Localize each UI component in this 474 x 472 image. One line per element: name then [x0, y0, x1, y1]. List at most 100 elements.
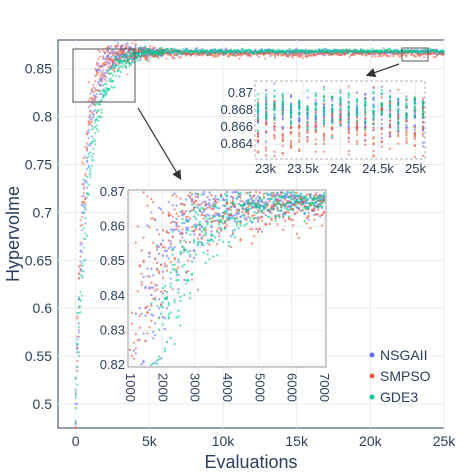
- inset-data-point: [148, 275, 151, 278]
- inset-data-point: [134, 332, 138, 336]
- data-point: [403, 50, 406, 53]
- inset-data-point: [287, 215, 291, 218]
- inset-data-point: [355, 106, 359, 110]
- inset-data-point: [140, 280, 143, 284]
- data-point: [414, 55, 418, 58]
- data-point: [74, 402, 77, 405]
- inset-data-point: [177, 288, 180, 291]
- inset-data-point: [256, 201, 260, 205]
- data-point: [123, 51, 126, 54]
- inset-data-point: [155, 304, 159, 308]
- inset-data-point: [155, 246, 159, 249]
- inset-data-point: [322, 88, 326, 91]
- data-point: [84, 145, 87, 148]
- inset-data-point: [163, 262, 167, 266]
- data-point: [90, 98, 93, 102]
- data-point: [74, 420, 77, 423]
- inset-data-point: [314, 124, 317, 127]
- data-point: [106, 54, 110, 57]
- inset-data-point: [347, 124, 350, 128]
- data-point: [181, 48, 184, 51]
- inset-data-point: [144, 339, 147, 343]
- data-point: [262, 53, 265, 56]
- data-point: [173, 57, 176, 60]
- data-point: [106, 45, 110, 48]
- data-point: [249, 53, 252, 56]
- inset-data-point: [171, 253, 174, 256]
- data-point: [116, 52, 119, 55]
- inset-data-point: [284, 213, 287, 216]
- data-point: [92, 137, 95, 140]
- inset-data-point: [273, 108, 276, 111]
- inset-data-point: [173, 268, 176, 271]
- inset-data-point: [289, 115, 293, 119]
- data-point: [435, 49, 439, 52]
- inset-data-point: [322, 106, 326, 109]
- data-point: [249, 48, 252, 52]
- inset-data-point: [397, 118, 400, 121]
- inset-data-point: [331, 120, 334, 123]
- data-point: [285, 53, 288, 57]
- data-point: [307, 52, 311, 55]
- data-point: [89, 167, 92, 170]
- data-point: [87, 166, 90, 169]
- inset-data-point: [322, 113, 326, 117]
- data-point: [262, 51, 265, 54]
- inset-data-point: [320, 224, 324, 227]
- data-point: [110, 77, 113, 80]
- data-point: [168, 52, 171, 55]
- inset-data-point: [380, 96, 383, 99]
- inset-data-point: [258, 197, 262, 201]
- inset-data-point: [175, 217, 178, 221]
- data-point: [265, 51, 269, 54]
- inset-data-point: [157, 252, 161, 256]
- inset-data-point: [280, 206, 283, 209]
- data-point: [163, 48, 166, 52]
- data-point: [184, 48, 187, 51]
- inset-data-point: [210, 220, 213, 223]
- data-point: [92, 116, 95, 119]
- data-point: [103, 75, 106, 78]
- inset-data-point: [421, 134, 425, 138]
- inset-data-point: [165, 340, 169, 344]
- data-point: [106, 88, 110, 91]
- inset-data-point: [136, 339, 139, 342]
- data-point: [94, 89, 97, 92]
- inset-data-point: [177, 258, 180, 261]
- inset-data-point: [181, 251, 184, 254]
- data-point: [121, 50, 124, 53]
- data-point: [178, 52, 181, 55]
- inset-data-point: [289, 193, 293, 196]
- data-point: [264, 57, 267, 60]
- data-point: [74, 422, 77, 425]
- data-point: [124, 66, 128, 70]
- inset-data-point: [388, 147, 392, 150]
- inset-data-point: [161, 228, 165, 232]
- data-point: [166, 51, 170, 55]
- data-point: [286, 50, 290, 53]
- inset-data-point: [347, 96, 350, 99]
- inset-data-point: [413, 114, 416, 117]
- data-point: [90, 102, 93, 106]
- data-point: [105, 72, 108, 75]
- data-point: [74, 426, 77, 429]
- data-point: [90, 128, 93, 131]
- inset-data-point: [138, 326, 141, 329]
- inset-data-point: [179, 299, 182, 303]
- data-point: [152, 46, 155, 49]
- data-point: [79, 299, 82, 302]
- inset-data-point: [265, 149, 268, 152]
- inset-data-point: [305, 198, 308, 202]
- data-point: [145, 57, 149, 60]
- inset-data-point: [155, 288, 159, 291]
- inset-data-point: [190, 198, 194, 201]
- inset-data-point: [148, 287, 151, 290]
- inset-data-point: [161, 239, 165, 242]
- data-point: [113, 52, 116, 55]
- x-tick-label: 25k: [433, 433, 457, 449]
- inset-data-point: [273, 133, 276, 137]
- data-point: [341, 50, 345, 53]
- data-point: [108, 46, 111, 49]
- inset-data-point: [175, 212, 178, 215]
- inset-data-point: [235, 221, 238, 224]
